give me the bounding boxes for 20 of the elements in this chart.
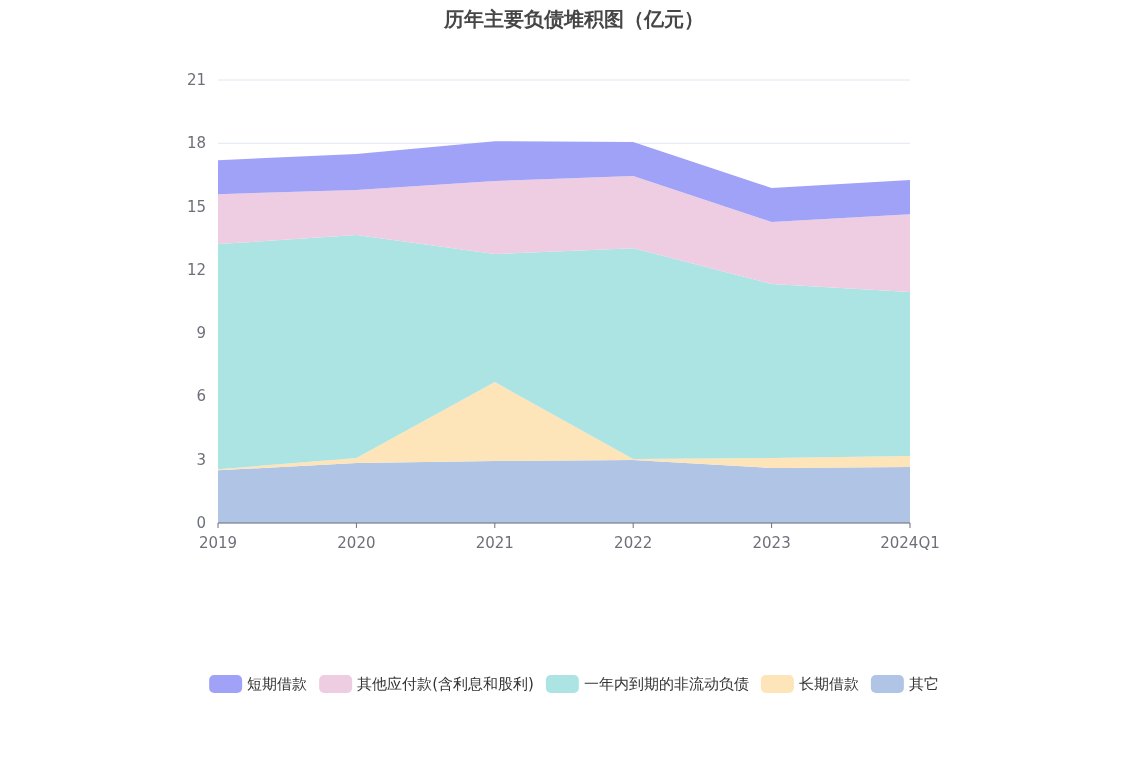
y-tick-label: 9 bbox=[196, 324, 206, 343]
y-tick-label: 3 bbox=[196, 450, 206, 469]
chart-title: 历年主要负债堆积图（亿元） bbox=[443, 7, 704, 31]
y-tick-label: 21 bbox=[186, 71, 206, 89]
legend-label: 短期借款 bbox=[247, 675, 308, 693]
y-tick-label: 0 bbox=[196, 514, 206, 532]
y-tick-label: 15 bbox=[186, 197, 206, 216]
legend-label: 其他应付款(含利息和股利) bbox=[357, 675, 534, 693]
legend-label: 其它 bbox=[908, 675, 939, 693]
legend-label: 长期借款 bbox=[798, 675, 859, 693]
y-tick-label: 6 bbox=[196, 387, 206, 406]
x-tick-label: 2019 bbox=[198, 534, 238, 552]
x-tick-label: 2023 bbox=[752, 534, 791, 552]
legend-label: 一年内到期的非流动负债 bbox=[583, 675, 749, 693]
y-tick-label: 12 bbox=[186, 260, 206, 279]
x-tick-label: 2022 bbox=[614, 534, 653, 552]
x-tick-label: 2021 bbox=[475, 534, 514, 552]
x-tick-label: 2024Q1 bbox=[880, 534, 940, 552]
y-tick-label: 18 bbox=[186, 134, 206, 153]
x-tick-label: 2020 bbox=[337, 534, 376, 552]
